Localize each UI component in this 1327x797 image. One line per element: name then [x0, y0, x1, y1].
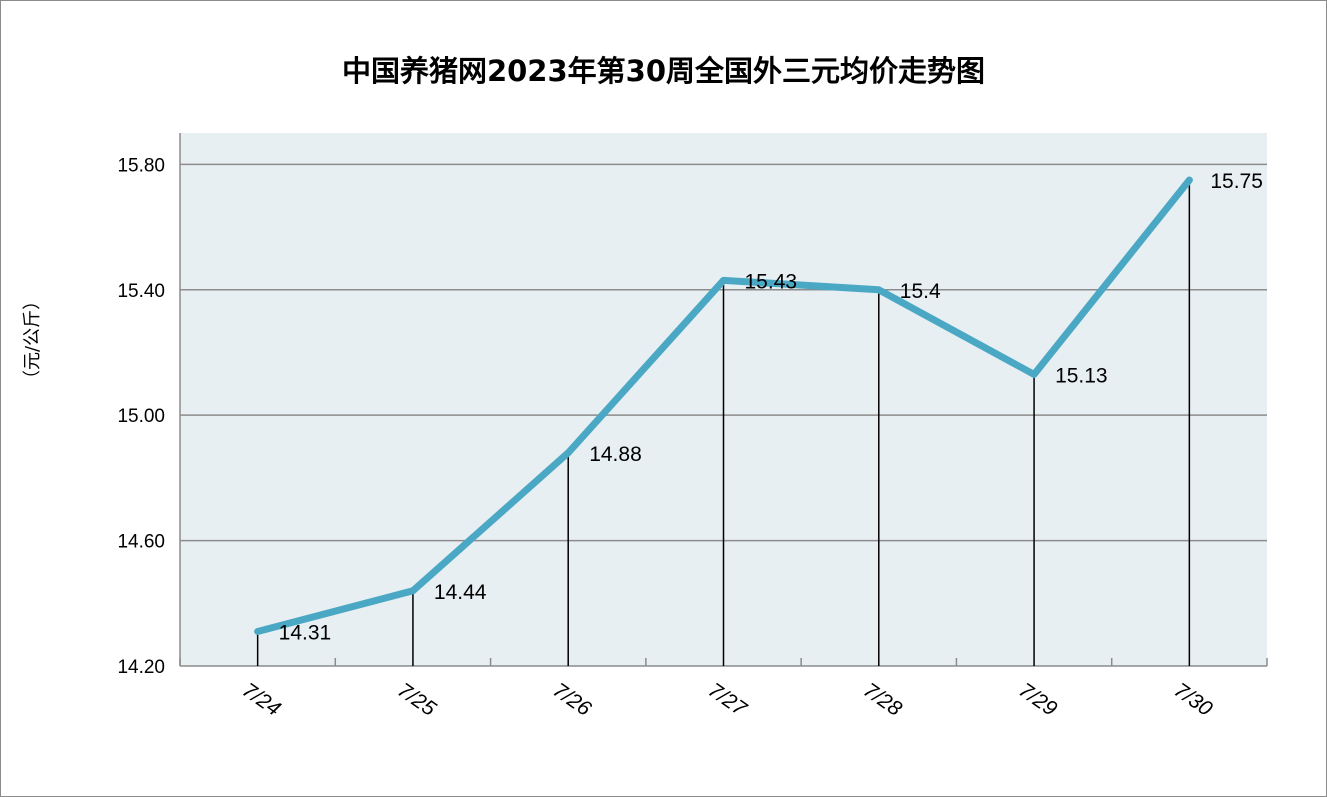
data-label: 15.75 — [1210, 170, 1263, 193]
x-tick-label: 7/26 — [549, 679, 596, 721]
chart-title: 中国养猪网2023年第30周全国外三元均价走势图 — [341, 54, 986, 88]
y-tick-label: 15.80 — [117, 155, 165, 176]
y-tick-label: 15.40 — [117, 281, 165, 302]
x-tick-label: 7/27 — [704, 679, 752, 722]
x-tick-label: 7/29 — [1014, 679, 1061, 721]
data-label: 15.13 — [1055, 364, 1108, 387]
x-tick-label: 7/25 — [393, 679, 440, 721]
series-line — [254, 176, 1193, 636]
data-label: 14.31 — [279, 622, 332, 645]
data-label: 14.44 — [434, 581, 487, 604]
y-tick-label: 14.60 — [117, 532, 165, 553]
x-tick-label: 7/24 — [238, 679, 285, 721]
x-tick-label: 7/30 — [1170, 679, 1217, 721]
data-label: 15.4 — [900, 280, 941, 303]
data-label: 14.88 — [589, 443, 642, 466]
y-tick-label: 14.20 — [117, 657, 165, 678]
x-tick-label: 7/28 — [859, 679, 906, 721]
y-tick-label: 15.00 — [117, 406, 165, 427]
data-label: 15.43 — [745, 270, 798, 293]
